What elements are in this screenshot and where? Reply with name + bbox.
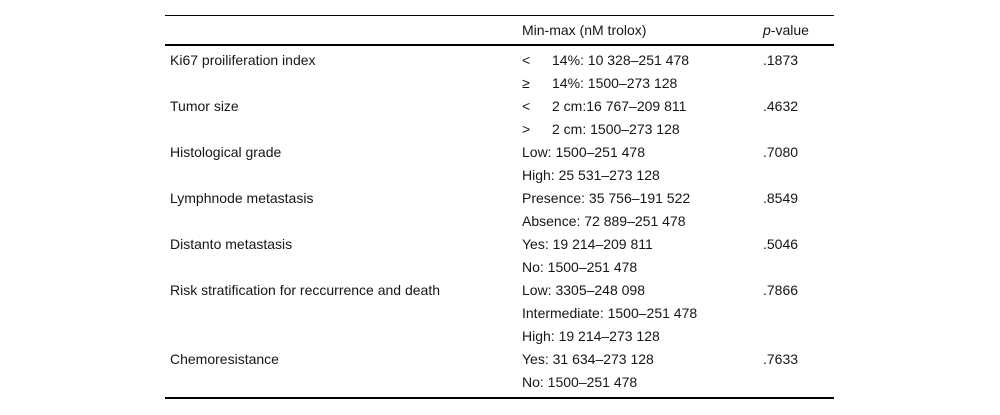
comparison-symbol: < xyxy=(522,98,531,114)
minmax-line: <2 cm:16 767–209 811 xyxy=(522,95,763,118)
comparison-symbol: ≥ xyxy=(522,75,530,91)
minmax-line: ≥14%: 1500–273 128 xyxy=(522,72,763,95)
header-minmax: Min-max (nM trolox) xyxy=(522,22,647,38)
minmax-value: Absence: 72 889–251 478 xyxy=(522,213,686,229)
minmax-line: Yes: 31 634–273 128 xyxy=(522,348,763,371)
row-label: Histological grade xyxy=(170,144,282,160)
minmax-value: Presence: 35 756–191 522 xyxy=(522,190,691,206)
minmax-value: No: 1500–251 478 xyxy=(522,259,638,275)
row-minmax-lines: <2 cm:16 767–209 811 >2 cm: 1500–273 128 xyxy=(522,95,763,141)
results-table: Min-max (nM trolox) p-value Ki67 proilif… xyxy=(165,15,834,399)
minmax-value: 14%: 1500–273 128 xyxy=(552,75,678,91)
row-label: Distanto metastasis xyxy=(170,236,293,252)
minmax-line: >2 cm: 1500–273 128 xyxy=(522,118,763,141)
minmax-line: No: 1500–251 478 xyxy=(522,371,763,394)
table-header-row: Min-max (nM trolox) p-value xyxy=(165,16,834,44)
minmax-value: Low: 1500–251 478 xyxy=(522,144,645,160)
row-pvalue: .7866 xyxy=(763,282,799,298)
minmax-line: Absence: 72 889–251 478 xyxy=(522,210,763,233)
table-row: Risk stratification for reccurrence and … xyxy=(165,279,834,348)
table-bottom-rule xyxy=(165,397,834,399)
minmax-line: Presence: 35 756–191 522 xyxy=(522,187,763,210)
header-pvalue-italic-p: p xyxy=(763,22,771,38)
row-pvalue: .7633 xyxy=(763,351,799,367)
minmax-value: 14%: 10 328–251 478 xyxy=(552,52,690,68)
row-minmax-lines: Yes: 19 214–209 811 No: 1500–251 478 xyxy=(522,233,763,279)
minmax-line: Intermediate: 1500–251 478 xyxy=(522,302,763,325)
row-minmax-lines: Yes: 31 634–273 128 No: 1500–251 478 xyxy=(522,348,763,394)
table-top-rule xyxy=(165,15,834,16)
table-row: Distanto metastasis Yes: 19 214–209 811 … xyxy=(165,233,834,279)
table-row: Lymphnode metastasis Presence: 35 756–19… xyxy=(165,187,834,233)
minmax-value: High: 25 531–273 128 xyxy=(522,167,660,183)
comparison-symbol: > xyxy=(522,121,531,137)
minmax-value: Intermediate: 1500–251 478 xyxy=(522,305,698,321)
minmax-value: 2 cm: 1500–273 128 xyxy=(552,121,680,137)
minmax-value: 2 cm:16 767–209 811 xyxy=(552,98,687,114)
row-pvalue: .5046 xyxy=(763,236,799,252)
minmax-value: Yes: 19 214–209 811 xyxy=(522,236,653,252)
row-label: Lymphnode metastasis xyxy=(170,190,314,206)
row-label: Tumor size xyxy=(170,98,239,114)
table-row: Histological grade Low: 1500–251 478 Hig… xyxy=(165,141,834,187)
minmax-value: No: 1500–251 478 xyxy=(522,374,638,390)
table-header-rule xyxy=(165,44,834,46)
minmax-value: Yes: 31 634–273 128 xyxy=(522,351,654,367)
row-minmax-lines: Low: 1500–251 478 High: 25 531–273 128 xyxy=(522,141,763,187)
row-pvalue: .4632 xyxy=(763,98,799,114)
table-body: Ki67 proiliferation index <14%: 10 328–2… xyxy=(165,46,834,397)
minmax-line: Low: 3305–248 098 xyxy=(522,279,763,302)
minmax-line: Yes: 19 214–209 811 xyxy=(522,233,763,256)
minmax-line: High: 19 214–273 128 xyxy=(522,325,763,348)
row-label: Chemoresistance xyxy=(170,351,279,367)
row-pvalue: .8549 xyxy=(763,190,799,206)
row-minmax-lines: Presence: 35 756–191 522 Absence: 72 889… xyxy=(522,187,763,233)
minmax-line: Low: 1500–251 478 xyxy=(522,141,763,164)
row-minmax-lines: Low: 3305–248 098 Intermediate: 1500–251… xyxy=(522,279,763,348)
comparison-symbol: < xyxy=(522,52,531,68)
minmax-value: High: 19 214–273 128 xyxy=(522,328,660,344)
minmax-line: No: 1500–251 478 xyxy=(522,256,763,279)
row-pvalue: .1873 xyxy=(763,52,799,68)
row-minmax-lines: <14%: 10 328–251 478 ≥14%: 1500–273 128 xyxy=(522,49,763,95)
row-pvalue: .7080 xyxy=(763,144,799,160)
table-row: Tumor size <2 cm:16 767–209 811 >2 cm: 1… xyxy=(165,95,834,141)
table-row: Chemoresistance Yes: 31 634–273 128 No: … xyxy=(165,348,834,394)
table-row: Ki67 proiliferation index <14%: 10 328–2… xyxy=(165,49,834,95)
header-pvalue-rest: -value xyxy=(770,22,809,38)
minmax-line: <14%: 10 328–251 478 xyxy=(522,49,763,72)
minmax-value: Low: 3305–248 098 xyxy=(522,282,645,298)
row-label: Ki67 proiliferation index xyxy=(170,52,316,68)
minmax-line: High: 25 531–273 128 xyxy=(522,164,763,187)
row-label: Risk stratification for reccurrence and … xyxy=(170,282,441,298)
header-pvalue: p-value xyxy=(763,22,834,38)
